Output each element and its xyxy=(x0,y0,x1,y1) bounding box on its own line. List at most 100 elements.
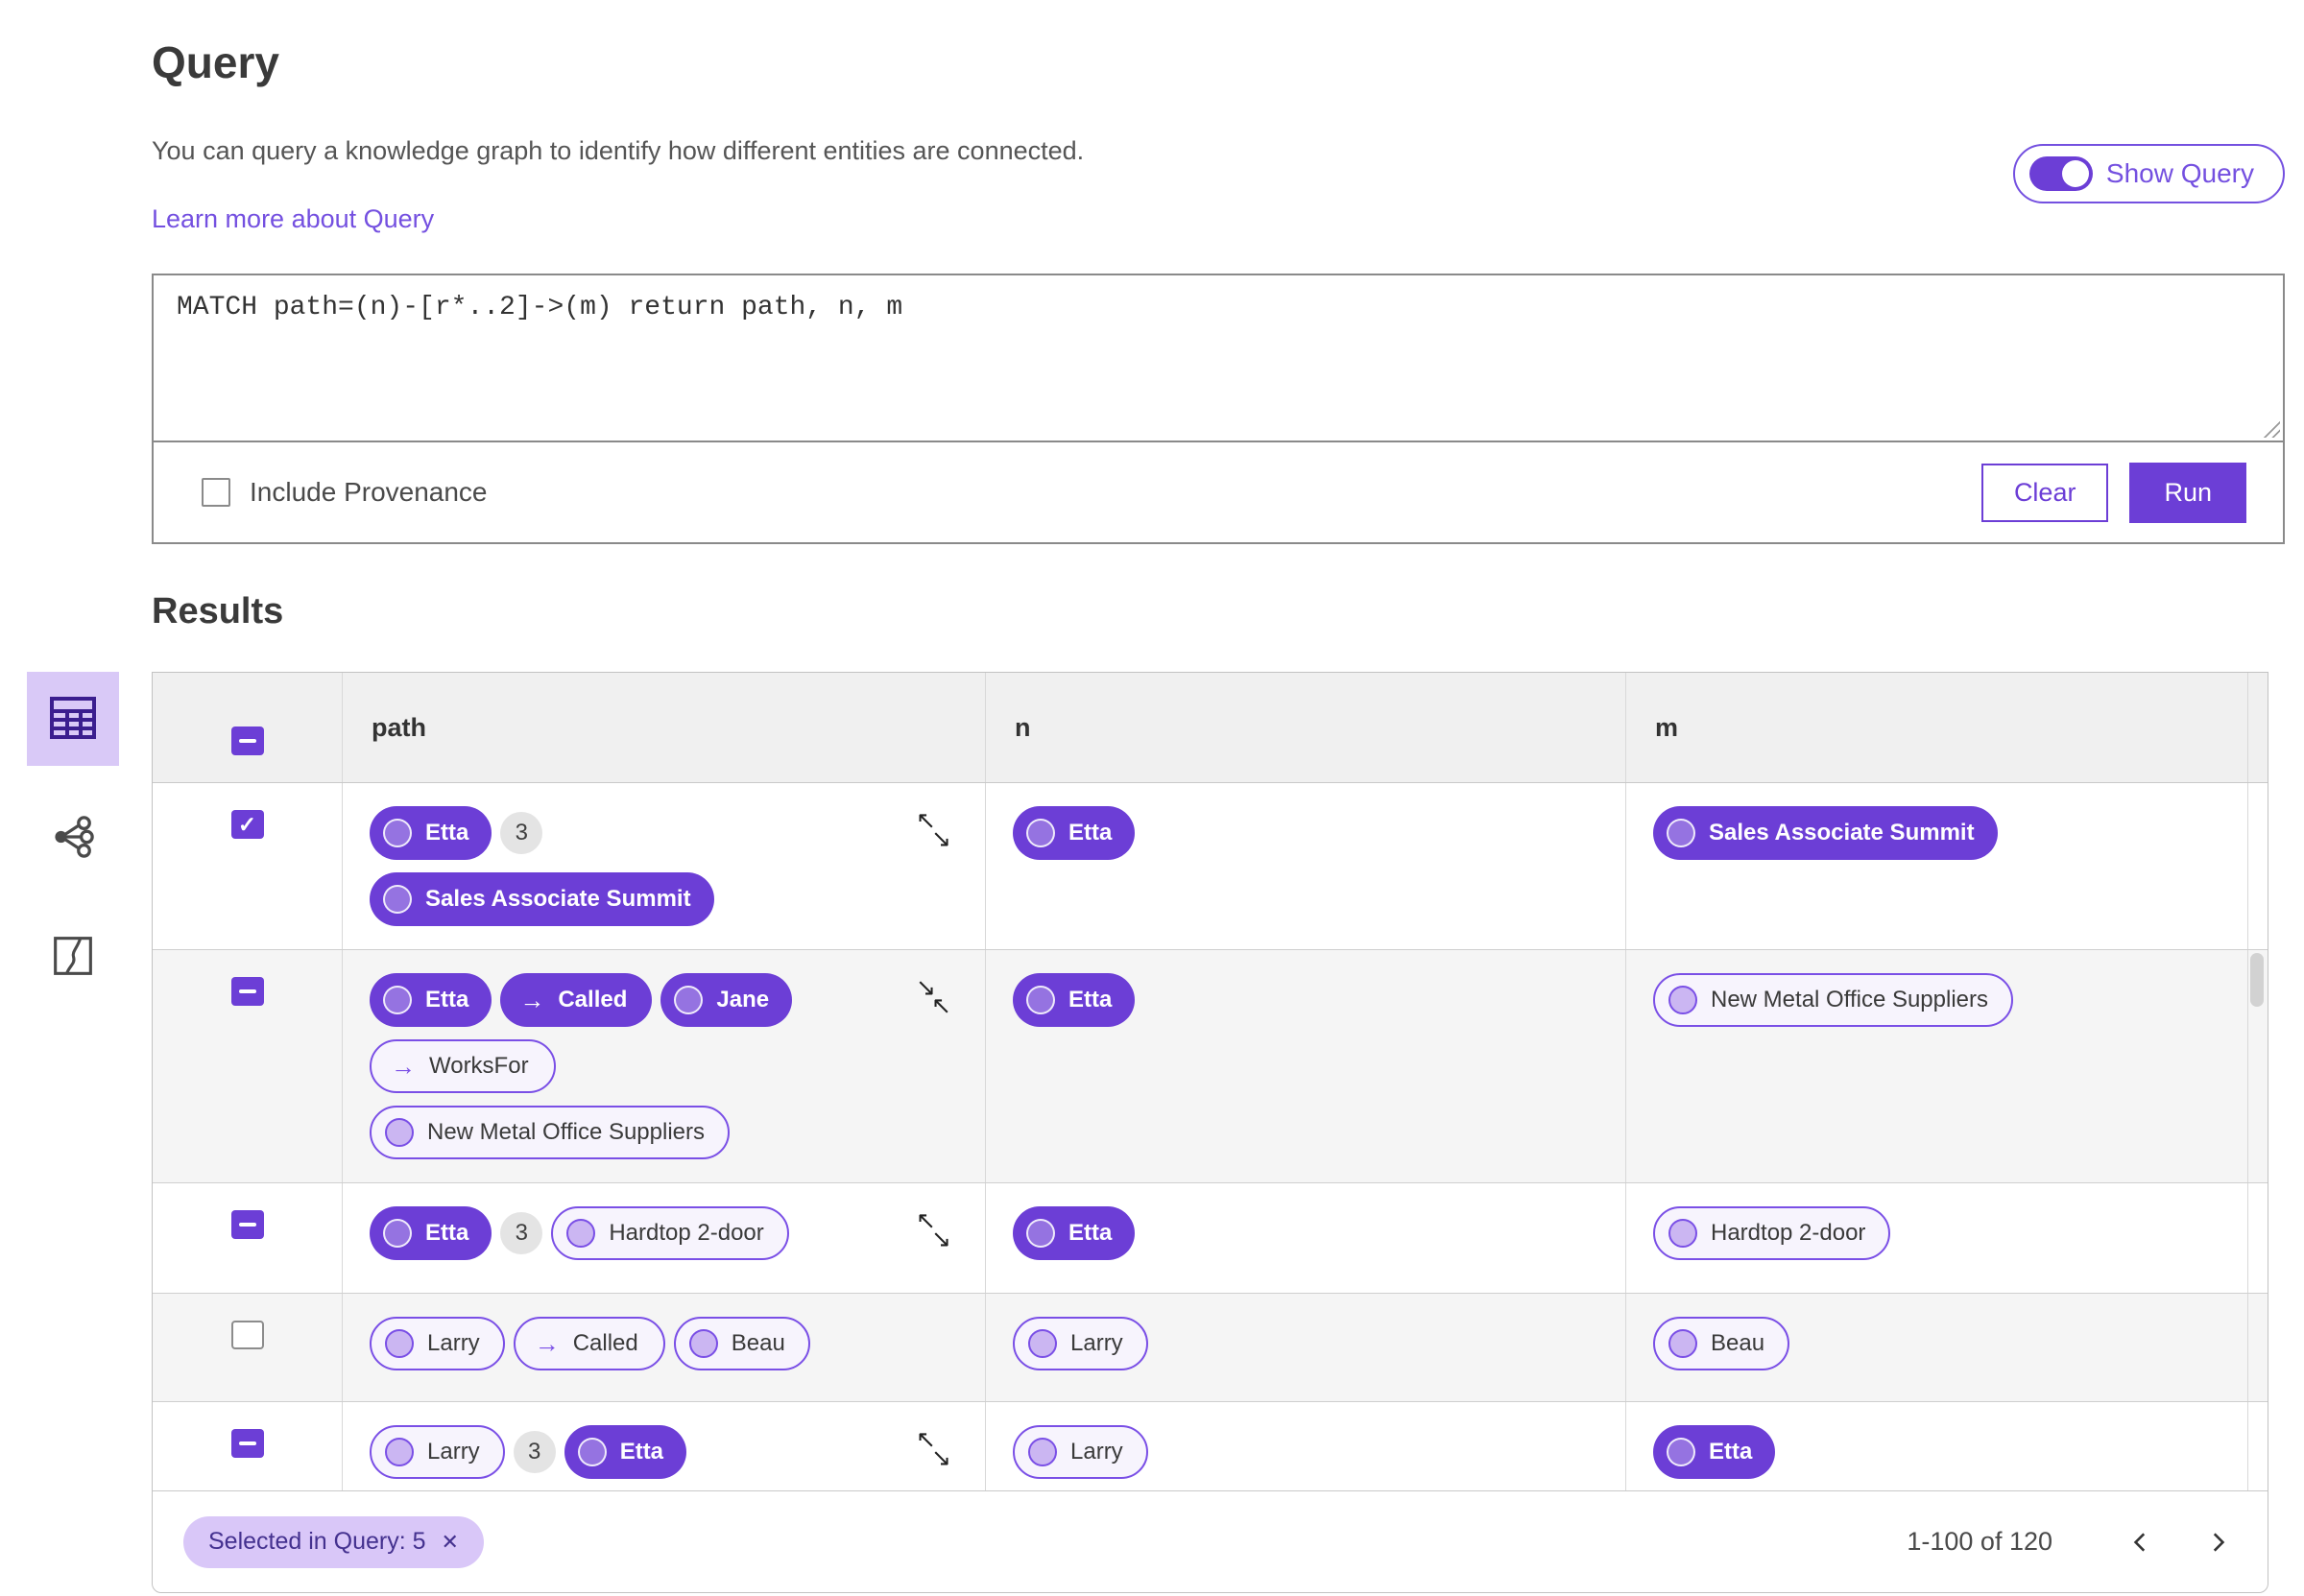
node-pill[interactable]: Beau xyxy=(1653,1317,1790,1370)
expand-icon[interactable]: ↖ ↘ xyxy=(916,1206,951,1252)
include-provenance-control[interactable]: Include Provenance xyxy=(202,477,488,508)
show-query-toggle-button[interactable]: Show Query xyxy=(2012,144,2285,203)
node-pill[interactable]: Hardtop 2-door xyxy=(551,1206,789,1260)
results-title: Results xyxy=(152,591,284,631)
node-circle-icon xyxy=(1028,1438,1057,1466)
row-checkbox[interactable]: ✓ xyxy=(230,810,264,839)
edge-arrow-icon: → xyxy=(519,986,545,1014)
query-input[interactable]: MATCH path=(n)-[r*..2]->(m) return path,… xyxy=(154,275,2283,441)
node-pill[interactable]: New Metal Office Suppliers xyxy=(370,1106,731,1159)
clear-button[interactable]: Clear xyxy=(1980,463,2109,522)
chevron-right-icon xyxy=(2213,1532,2225,1552)
sidebar-item-graph-view[interactable] xyxy=(27,791,119,885)
row-checkbox[interactable] xyxy=(230,1210,264,1239)
node-circle-icon xyxy=(1668,1329,1697,1358)
results-table: path n m ✓ Etta 3 Sales Associate Summit ↖ ↘ E… xyxy=(152,672,2268,1593)
graph-view-icon xyxy=(51,815,95,862)
node-pill[interactable]: Hardtop 2-door xyxy=(1653,1206,1891,1260)
include-provenance-checkbox[interactable] xyxy=(202,478,230,507)
pill-label: Etta xyxy=(425,987,469,1012)
path-length-badge: 3 xyxy=(513,1431,556,1473)
table-footer: Selected in Query: 5 ✕ 1-100 of 120 xyxy=(153,1490,2268,1592)
node-pill[interactable]: Larry xyxy=(1013,1425,1148,1479)
node-circle-icon xyxy=(1667,819,1695,847)
run-button[interactable]: Run xyxy=(2129,462,2246,523)
column-header-n: n xyxy=(1015,712,1031,742)
table-row: Larry 3 Etta ↖ ↘ Larry Etta xyxy=(153,1401,2268,1490)
prev-page-button[interactable] xyxy=(2120,1521,2162,1563)
learn-more-link[interactable]: Learn more about Query xyxy=(152,204,435,233)
pill-label: Beau xyxy=(731,1330,785,1356)
sidebar-item-map-view[interactable] xyxy=(27,910,119,1004)
edge-pill[interactable]: → Called xyxy=(500,973,653,1027)
toggle-knob xyxy=(2061,160,2089,187)
selected-in-query-chip: Selected in Query: 5 ✕ xyxy=(183,1515,484,1568)
node-pill[interactable]: Beau xyxy=(673,1317,810,1370)
scrollbar-track xyxy=(2247,1294,2268,1401)
node-pill[interactable]: Etta xyxy=(1013,806,1136,860)
pill-label: Etta xyxy=(425,820,469,846)
pill-label: Larry xyxy=(1070,1439,1123,1465)
node-circle-icon xyxy=(1026,986,1055,1014)
query-panel-footer: Include Provenance Clear Run xyxy=(154,442,2283,542)
page-title: Query xyxy=(152,37,279,87)
node-pill[interactable]: Etta xyxy=(1653,1425,1776,1479)
node-circle-icon xyxy=(1026,1219,1055,1248)
edge-arrow-icon: → xyxy=(534,1329,560,1358)
node-pill[interactable]: Sales Associate Summit xyxy=(1653,806,1998,860)
node-pill[interactable]: Jane xyxy=(660,973,793,1027)
select-all-checkbox[interactable] xyxy=(230,727,264,755)
node-pill[interactable]: Etta xyxy=(370,1206,492,1260)
pill-label: Etta xyxy=(619,1439,664,1465)
node-pill[interactable]: Etta xyxy=(564,1425,687,1479)
pill-label: Called xyxy=(558,987,628,1012)
pill-label: Etta xyxy=(1709,1439,1753,1465)
node-pill[interactable]: Etta xyxy=(1013,973,1136,1027)
table-header-row: path n m xyxy=(153,673,2268,783)
table-row: ✓ Etta 3 Sales Associate Summit ↖ ↘ Etta Sales … xyxy=(153,783,2268,949)
chevron-left-icon xyxy=(2133,1532,2146,1552)
node-pill[interactable]: Sales Associate Summit xyxy=(370,872,714,926)
node-pill[interactable]: Etta xyxy=(1013,1206,1136,1260)
row-checkbox[interactable] xyxy=(230,1429,264,1458)
scrollbar-thumb[interactable] xyxy=(2250,953,2264,1007)
collapse-icon[interactable]: ↘ ↖ xyxy=(916,973,951,1019)
scrollbar-track xyxy=(2247,1402,2268,1490)
row-checkbox[interactable] xyxy=(230,977,264,1006)
node-pill[interactable]: Etta xyxy=(370,973,492,1027)
node-pill[interactable]: Larry xyxy=(1013,1317,1148,1370)
node-circle-icon xyxy=(1668,1219,1697,1248)
edge-pill[interactable]: → Called xyxy=(513,1317,665,1370)
pill-label: Etta xyxy=(1068,987,1113,1012)
edge-arrow-icon: → xyxy=(391,1052,416,1081)
node-circle-icon xyxy=(1028,1329,1057,1358)
table-view-icon xyxy=(49,696,97,743)
show-query-label: Show Query xyxy=(2105,158,2254,188)
pill-label: Beau xyxy=(1711,1330,1765,1356)
expand-icon[interactable]: ↖ ↘ xyxy=(916,1425,951,1471)
node-circle-icon xyxy=(385,1438,414,1466)
node-circle-icon xyxy=(1667,1438,1695,1466)
pill-label: Larry xyxy=(427,1439,480,1465)
query-editor: MATCH path=(n)-[r*..2]->(m) return path,… xyxy=(154,275,2283,442)
table-row: Etta → Called Jane → WorksFor New Metal Office… xyxy=(153,949,2268,1182)
node-pill[interactable]: New Metal Office Suppliers xyxy=(1653,973,2014,1027)
node-pill[interactable]: Etta xyxy=(370,806,492,860)
node-circle-icon xyxy=(1668,986,1697,1014)
edge-pill[interactable]: → WorksFor xyxy=(370,1039,556,1093)
path-length-badge: 3 xyxy=(500,812,543,854)
sidebar-item-table-view[interactable] xyxy=(27,672,119,766)
toggle-switch[interactable] xyxy=(2028,156,2093,191)
chip-close-icon[interactable]: ✕ xyxy=(441,1529,459,1554)
pill-label: Larry xyxy=(427,1330,480,1356)
pill-label: Larry xyxy=(1070,1330,1123,1356)
row-checkbox[interactable] xyxy=(230,1321,264,1349)
node-pill[interactable]: Larry xyxy=(370,1425,505,1479)
pill-label: WorksFor xyxy=(429,1053,529,1079)
node-pill[interactable]: Larry xyxy=(370,1317,505,1370)
chip-label: Selected in Query: 5 xyxy=(208,1528,426,1555)
node-circle-icon xyxy=(383,1219,412,1248)
expand-icon[interactable]: ↖ ↘ xyxy=(916,806,951,852)
pill-label: Sales Associate Summit xyxy=(1709,820,1975,846)
next-page-button[interactable] xyxy=(2196,1521,2239,1563)
